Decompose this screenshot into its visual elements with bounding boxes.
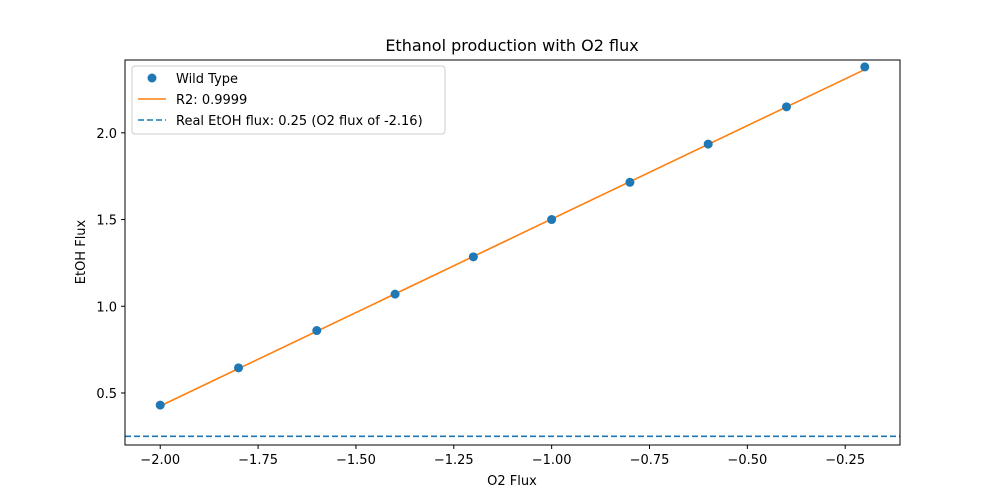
x-tick-label: −1.75 [238,453,278,468]
x-axis: −2.00 −1.75 −1.50 −1.25 −1.00 −0.75 −0.50 −0.25 [140,445,865,468]
legend: Wild Type R2: 0.9999 Real EtOH flux: 0.25 … [131,65,446,135]
x-tick-label: −2.00 [140,453,180,468]
y-tick-label: 2.0 [96,127,117,142]
data-point [703,139,713,149]
plot-frame [124,59,901,446]
legend-label: Real EtOH flux: 0.25 (O2 flux of -2.16) [176,114,423,129]
data-point [155,400,165,410]
data-point [390,289,400,299]
data-point [547,215,557,225]
data-point [860,62,870,72]
y-tick-label: 1.5 [96,214,117,229]
y-axis-label: EtOH Flux [74,219,89,284]
x-tick-label: −0.50 [727,453,767,468]
fit-line [159,68,866,407]
y-tick-label: 0.5 [96,387,117,402]
legend-marker-scatter [147,73,157,83]
x-tick-label: −1.00 [532,453,572,468]
x-tick-label: −1.25 [434,453,474,468]
x-tick-label: −0.25 [825,453,865,468]
data-point [312,326,322,336]
data-point [234,363,244,373]
data-point [781,102,791,112]
legend-label: R2: 0.9999 [176,93,247,108]
y-axis: 0.5 1.0 1.5 2.0 [96,127,125,402]
legend-box [131,65,446,135]
chart-title: Ethanol production with O2 flux [385,36,638,55]
x-axis-label: O2 Flux [487,474,537,489]
plot-area [125,62,900,438]
data-point [625,177,635,187]
x-tick-label: −1.50 [336,453,376,468]
legend-label: Wild Type [176,72,238,87]
data-point [468,252,478,262]
x-tick-label: −0.75 [630,453,670,468]
y-tick-label: 1.0 [96,300,117,315]
